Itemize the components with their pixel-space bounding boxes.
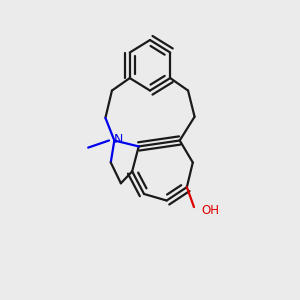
Text: OH: OH: [201, 204, 219, 217]
Text: N: N: [114, 133, 124, 146]
